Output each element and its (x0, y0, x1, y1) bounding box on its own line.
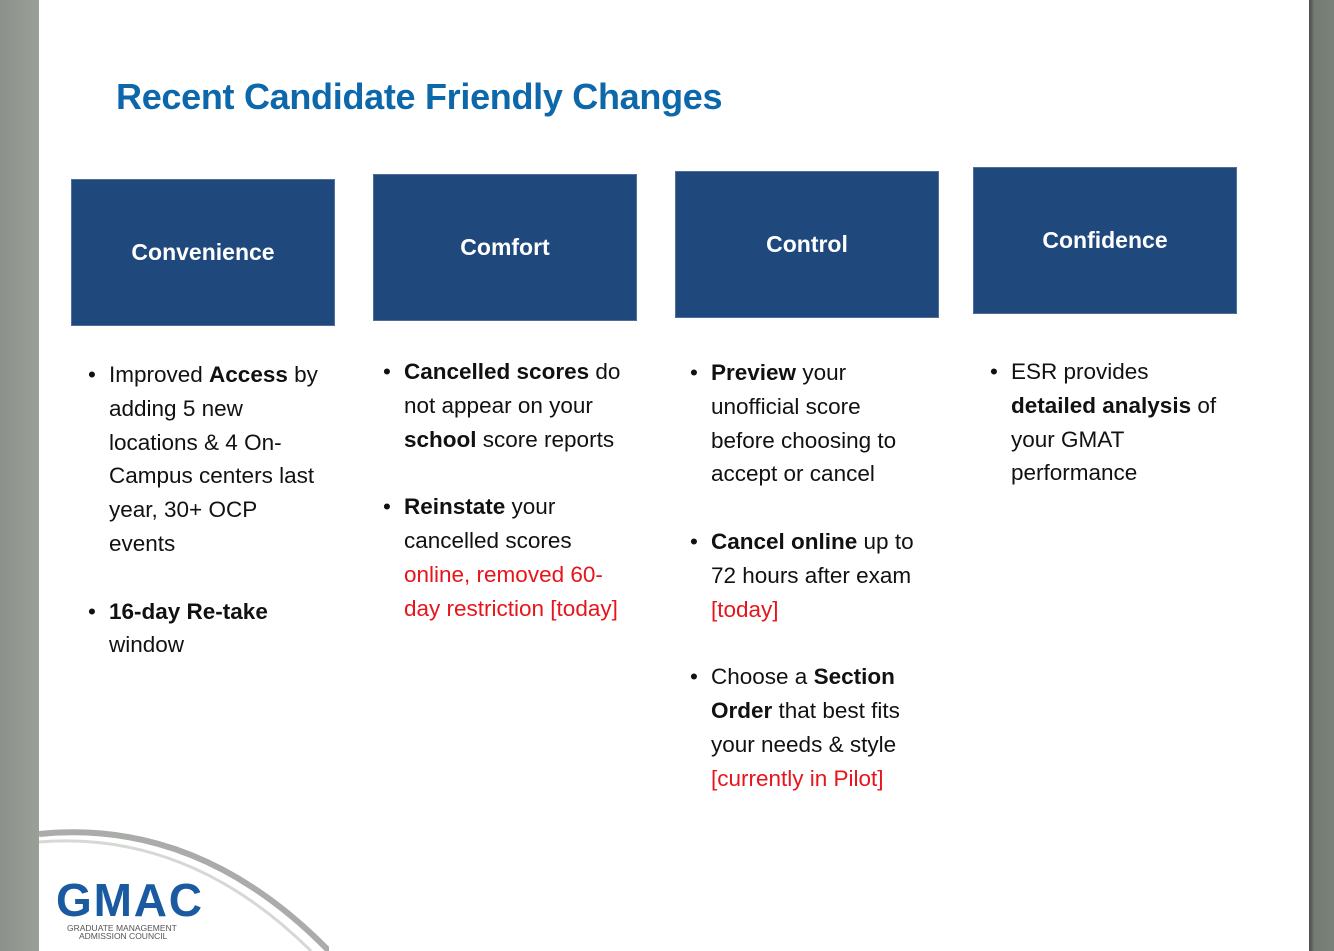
heading-box-convenience: Convenience (71, 179, 335, 326)
text: your unofficial score before choosing to… (711, 360, 897, 487)
highlight-text: online, removed 60-day restriction [toda… (404, 561, 618, 621)
bullet-item: 16-day Re-take window (88, 595, 328, 663)
bold-text: Reinstate (404, 494, 506, 520)
heading-box-control: Control (675, 171, 939, 318)
bold-text: school (404, 426, 477, 452)
text: your cancelled scores (404, 494, 572, 553)
text: ESR provides (1011, 359, 1149, 384)
svg-text:ADMISSION COUNCIL: ADMISSION COUNCIL (79, 931, 168, 941)
text: score reports (476, 426, 615, 452)
bullet-item: Cancel online up to 72 hours after exam … (690, 525, 930, 626)
heading-label: Convenience (131, 239, 275, 265)
text: window (109, 632, 185, 658)
text: of your GMAT performance (1011, 392, 1217, 486)
bold-text: detailed analysis (1011, 392, 1192, 418)
bullet-list-confidence: ESR provides detailed analysis of your G… (990, 355, 1230, 524)
text: Improved (109, 362, 210, 387)
heading-label: Confidence (1042, 227, 1168, 253)
text: by adding 5 new locations & 4 On-Campus … (109, 362, 318, 556)
bullet-item: Cancelled scores do not appear on your s… (383, 355, 623, 456)
bold-text: Section Order (711, 664, 895, 723)
highlight-text: [today] (711, 596, 779, 622)
svg-text:GRADUATE MANAGEMENT: GRADUATE MANAGEMENT (67, 923, 177, 933)
text: do not appear on your (404, 359, 621, 418)
bold-text: Cancelled scores (404, 359, 590, 384)
highlight-text: [currently in Pilot] (711, 765, 884, 791)
bold-text: Cancel online (711, 528, 858, 554)
text: that best fits your needs & style (711, 697, 900, 757)
svg-text:GMAC: GMAC (56, 876, 201, 926)
heading-box-comfort: Comfort (373, 174, 637, 321)
bold-text: Access (209, 362, 288, 387)
bullet-item: ESR provides detailed analysis of your G… (990, 355, 1230, 490)
bullet-item: Reinstate your cancelled scores online, … (383, 490, 623, 625)
bullet-list-convenience: Improved Access by adding 5 new location… (88, 358, 328, 696)
heading-label: Comfort (460, 234, 550, 260)
gmac-logo: GMAC GRADUATE MANAGEMENT ADMISSION COUNC… (56, 876, 205, 941)
decorative-swoosh (39, 829, 329, 951)
heading-label: Control (766, 231, 848, 257)
text: up to 72 hours after exam (711, 528, 914, 588)
bullet-item: Preview your unofficial score before cho… (690, 356, 930, 491)
bold-text: Preview (711, 360, 797, 385)
bullet-item: Improved Access by adding 5 new location… (88, 358, 328, 561)
bold-text: 16-day Re-take (109, 598, 268, 624)
bullet-item: Choose a Section Order that best fits yo… (690, 660, 930, 795)
window-edge (1309, 0, 1334, 951)
text: Choose a (711, 664, 814, 690)
bullet-list-control: Preview your unofficial score before cho… (690, 356, 930, 829)
heading-box-confidence: Confidence (973, 167, 1237, 314)
slide-title: Recent Candidate Friendly Changes (116, 76, 723, 117)
bullet-list-comfort: Cancelled scores do not appear on your s… (383, 355, 623, 659)
